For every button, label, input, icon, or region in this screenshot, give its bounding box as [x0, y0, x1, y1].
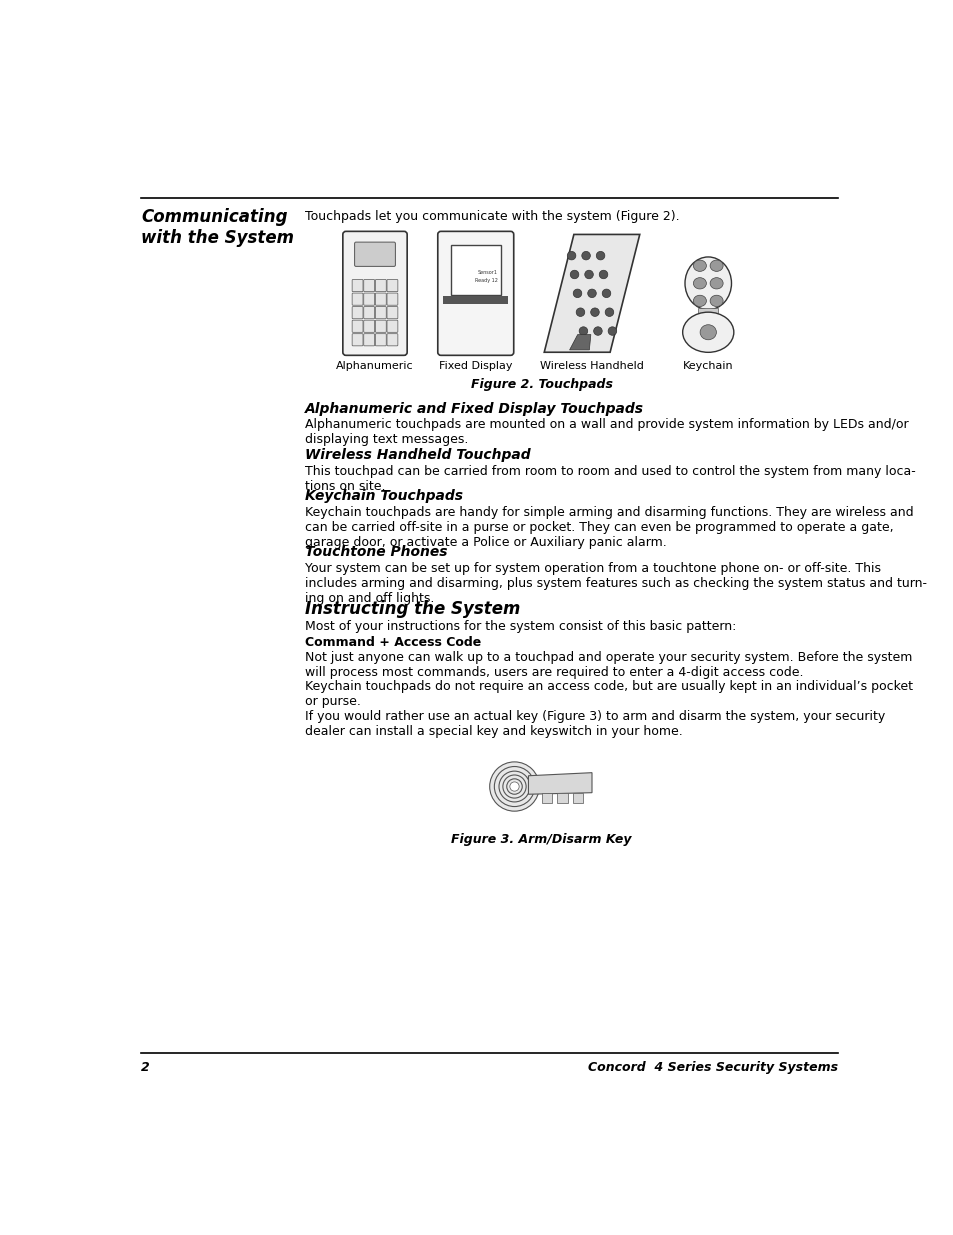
FancyBboxPatch shape: [342, 231, 407, 356]
Text: Instructing the System: Instructing the System: [305, 600, 520, 619]
Circle shape: [601, 289, 610, 298]
Text: Keychain touchpads are handy for simple arming and disarming functions. They are: Keychain touchpads are handy for simple …: [305, 506, 913, 550]
Circle shape: [570, 270, 578, 279]
Polygon shape: [543, 235, 639, 352]
Circle shape: [587, 289, 596, 298]
FancyBboxPatch shape: [352, 333, 362, 346]
Text: Command + Access Code: Command + Access Code: [305, 636, 481, 648]
Bar: [541, 793, 552, 804]
FancyBboxPatch shape: [363, 306, 375, 319]
Bar: [572, 793, 583, 804]
Ellipse shape: [684, 257, 731, 310]
Circle shape: [596, 252, 604, 259]
FancyBboxPatch shape: [352, 306, 362, 319]
Text: Alphanumeric touchpads are mounted on a wall and provide system information by L: Alphanumeric touchpads are mounted on a …: [305, 419, 908, 447]
Text: Sensor1: Sensor1: [477, 270, 497, 275]
Circle shape: [567, 252, 576, 259]
FancyBboxPatch shape: [387, 333, 397, 346]
Text: This touchpad can be carried from room to room and used to control the system fr: This touchpad can be carried from room t…: [305, 464, 915, 493]
Text: 2: 2: [141, 1061, 150, 1073]
Text: Fixed Display: Fixed Display: [438, 362, 512, 372]
Circle shape: [509, 782, 518, 792]
Text: Communicating
with the System: Communicating with the System: [141, 209, 294, 247]
Circle shape: [494, 767, 534, 806]
FancyBboxPatch shape: [363, 333, 375, 346]
FancyBboxPatch shape: [355, 242, 395, 267]
FancyBboxPatch shape: [363, 279, 375, 291]
Ellipse shape: [700, 325, 716, 340]
Text: Keychain touchpads do not require an access code, but are usually kept in an ind: Keychain touchpads do not require an acc…: [305, 680, 912, 708]
Text: Most of your instructions for the system consist of this basic pattern:: Most of your instructions for the system…: [305, 620, 736, 634]
FancyBboxPatch shape: [352, 293, 362, 305]
Ellipse shape: [709, 278, 722, 289]
Circle shape: [593, 327, 601, 335]
Ellipse shape: [709, 261, 722, 272]
Bar: [557, 793, 567, 804]
FancyBboxPatch shape: [375, 293, 386, 305]
Ellipse shape: [693, 261, 705, 272]
FancyBboxPatch shape: [387, 320, 397, 332]
Text: Touchtone Phones: Touchtone Phones: [305, 545, 447, 558]
Ellipse shape: [693, 295, 705, 306]
Text: Ready 12: Ready 12: [475, 278, 497, 283]
Circle shape: [498, 771, 530, 802]
Text: Keychain Touchpads: Keychain Touchpads: [305, 489, 463, 504]
Text: Concord  4 Series Security Systems: Concord 4 Series Security Systems: [588, 1061, 838, 1073]
Text: Alphanumeric: Alphanumeric: [335, 362, 414, 372]
FancyBboxPatch shape: [375, 306, 386, 319]
FancyBboxPatch shape: [387, 306, 397, 319]
FancyBboxPatch shape: [387, 279, 397, 291]
Ellipse shape: [709, 295, 722, 306]
FancyBboxPatch shape: [437, 231, 513, 356]
Circle shape: [584, 270, 593, 279]
Circle shape: [502, 776, 525, 798]
FancyBboxPatch shape: [375, 279, 386, 291]
Text: Not just anyone can walk up to a touchpad and operate your security system. Befo: Not just anyone can walk up to a touchpa…: [305, 651, 912, 679]
FancyBboxPatch shape: [352, 279, 362, 291]
Bar: [698, 309, 718, 319]
Circle shape: [581, 252, 590, 259]
Text: If you would rather use an actual key (Figure 3) to arm and disarm the system, y: If you would rather use an actual key (F…: [305, 710, 884, 737]
Circle shape: [573, 289, 581, 298]
Polygon shape: [528, 773, 592, 794]
FancyBboxPatch shape: [375, 333, 386, 346]
Circle shape: [576, 308, 584, 316]
Circle shape: [604, 308, 613, 316]
Text: Touchpads let you communicate with the system (Figure 2).: Touchpads let you communicate with the s…: [305, 210, 679, 222]
FancyBboxPatch shape: [352, 320, 362, 332]
FancyBboxPatch shape: [363, 320, 375, 332]
FancyBboxPatch shape: [375, 320, 386, 332]
Circle shape: [590, 308, 598, 316]
Polygon shape: [569, 335, 590, 350]
Text: Wireless Handheld: Wireless Handheld: [539, 362, 643, 372]
Circle shape: [598, 270, 607, 279]
Circle shape: [506, 779, 521, 794]
Text: Figure 3. Arm/Disarm Key: Figure 3. Arm/Disarm Key: [451, 832, 631, 846]
Text: Figure 2. Touchpads: Figure 2. Touchpads: [470, 378, 612, 391]
Circle shape: [578, 327, 587, 335]
Bar: [443, 296, 508, 304]
Circle shape: [489, 762, 538, 811]
Text: Your system can be set up for system operation from a touchtone phone on- or off: Your system can be set up for system ope…: [305, 562, 926, 605]
Text: Alphanumeric and Fixed Display Touchpads: Alphanumeric and Fixed Display Touchpads: [305, 401, 643, 415]
FancyBboxPatch shape: [363, 293, 375, 305]
Text: Keychain: Keychain: [682, 362, 733, 372]
Ellipse shape: [693, 278, 705, 289]
Circle shape: [607, 327, 616, 335]
FancyBboxPatch shape: [387, 293, 397, 305]
Ellipse shape: [682, 312, 733, 352]
Bar: [450, 246, 500, 295]
Text: Wireless Handheld Touchpad: Wireless Handheld Touchpad: [305, 448, 530, 462]
